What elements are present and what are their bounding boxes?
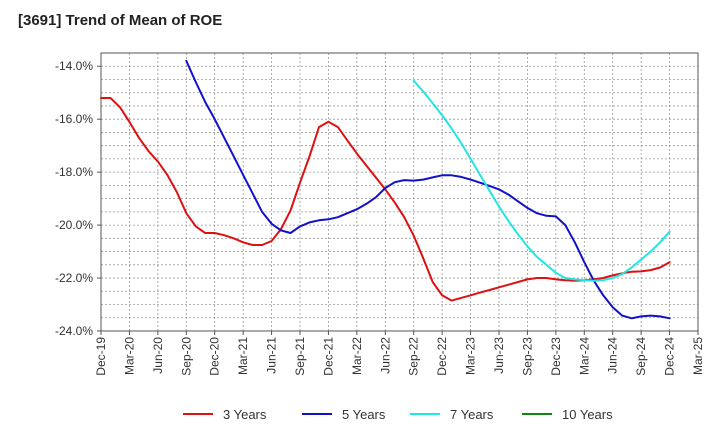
x-axis-ticks: Dec-19 Mar-20 Jun-20 Sep-20 Dec-20 Mar-21 Jun-… <box>94 331 705 376</box>
legend-label-7-years: 7 Years <box>450 407 494 422</box>
x-tick-label: Mar-22 <box>350 337 364 375</box>
plot-area-border <box>100 52 699 332</box>
x-tick-label: Dec-24 <box>663 337 677 376</box>
x-tick-label: Sep-23 <box>520 337 534 376</box>
legend-label-5-years: 5 Years <box>342 407 386 422</box>
x-tick-label: Mar-21 <box>236 337 250 375</box>
x-tick-label: Sep-22 <box>407 337 421 376</box>
series-line-5-years <box>185 59 671 320</box>
x-tick-label: Dec-23 <box>549 337 563 376</box>
legend-label-3-years: 3 Years <box>223 407 267 422</box>
x-tick-label: Dec-22 <box>435 337 449 376</box>
x-tick-label: Jun-24 <box>606 337 620 374</box>
x-tick-label: Mar-20 <box>122 337 136 375</box>
y-tick-label: -18.0% <box>55 165 93 179</box>
series-line-3-years <box>100 97 671 302</box>
x-tick-label: Sep-20 <box>179 337 193 376</box>
y-axis-ticks: -14.0% -16.0% -18.0% -20.0% -22.0% -24.0% <box>55 59 101 338</box>
series-line-7-years <box>412 79 671 282</box>
y-tick-label: -24.0% <box>55 324 93 338</box>
legend: 3 Years 5 Years 7 Years 10 Years <box>183 407 613 422</box>
y-tick-label: -20.0% <box>55 218 93 232</box>
series-lines <box>100 59 671 320</box>
x-tick-label: Dec-19 <box>94 337 108 376</box>
x-tick-label: Sep-24 <box>634 337 648 376</box>
x-tick-label: Jun-21 <box>265 337 279 374</box>
x-tick-label: Mar-23 <box>464 337 478 375</box>
chart-title: [3691] Trend of Mean of ROE <box>18 12 223 29</box>
x-tick-label: Mar-25 <box>691 337 705 375</box>
y-tick-label: -14.0% <box>55 59 93 73</box>
y-tick-label: -16.0% <box>55 112 93 126</box>
x-tick-label: Jun-22 <box>378 337 392 374</box>
x-tick-label: Mar-24 <box>577 337 591 375</box>
x-tick-label: Jun-23 <box>492 337 506 374</box>
y-tick-label: -22.0% <box>55 271 93 285</box>
legend-label-10-years: 10 Years <box>562 407 613 422</box>
x-tick-label: Dec-21 <box>321 337 335 376</box>
x-tick-label: Sep-21 <box>293 337 307 376</box>
grid-lines <box>100 52 699 332</box>
x-tick-label: Jun-20 <box>151 337 165 374</box>
x-tick-label: Dec-20 <box>208 337 222 376</box>
